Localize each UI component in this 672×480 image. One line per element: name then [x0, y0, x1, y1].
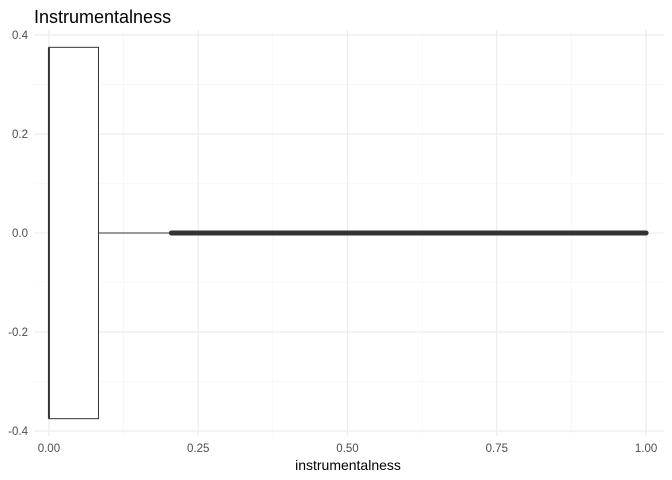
- y-tick-label: 0.2: [12, 129, 28, 141]
- x-tick-label: 0.50: [336, 443, 358, 455]
- tick-labels: 0.00 0.25 0.50 0.75 1.00 -0.4 -0.2 0.0 0.2 0.4: [8, 30, 657, 455]
- x-tick-label: 0.00: [38, 443, 60, 455]
- minor-gridlines: [34, 30, 664, 436]
- y-tick-label: -0.4: [8, 426, 28, 438]
- y-tick-label: 0.4: [12, 30, 29, 42]
- box-rect: [48, 46, 99, 420]
- y-tick-label: -0.2: [8, 327, 28, 339]
- y-tick-label: 0.0: [12, 228, 28, 240]
- x-tick-label: 0.25: [187, 443, 209, 455]
- x-tick-label: 0.75: [486, 443, 508, 455]
- plot-marks: [47, 46, 649, 420]
- x-tick-label: 1.00: [635, 443, 657, 455]
- x-axis-title: instrumentalness: [295, 457, 401, 473]
- chart-title: Instrumentalness: [34, 7, 171, 27]
